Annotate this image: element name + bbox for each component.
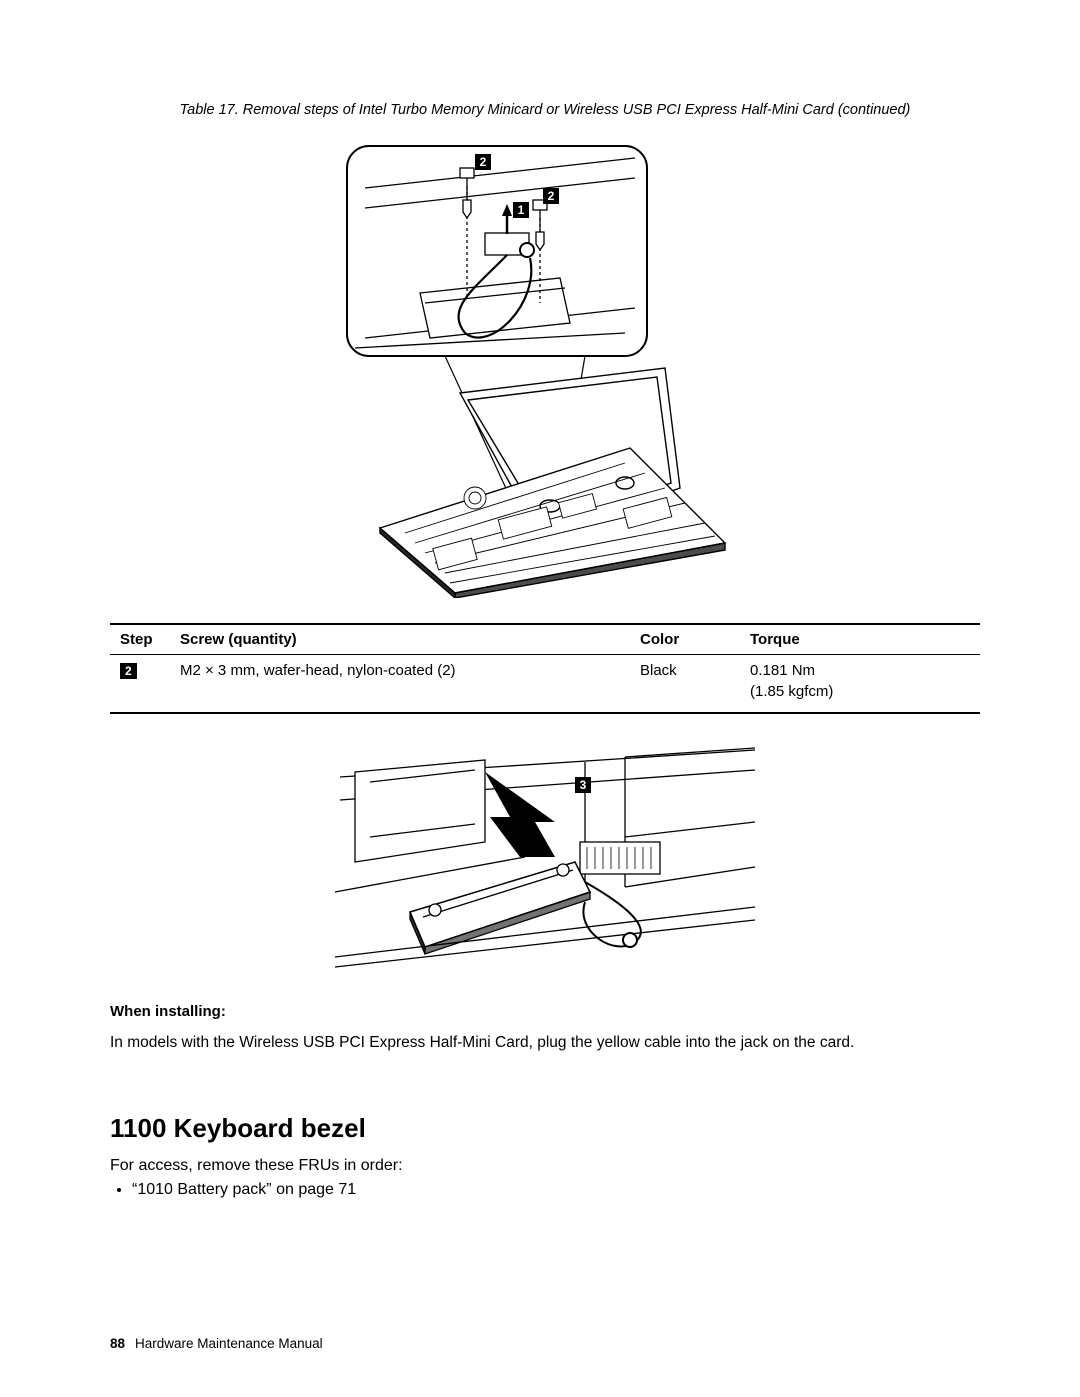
step-badge: 2 xyxy=(120,663,137,679)
diagram-minicard-removal: 2 2 1 xyxy=(110,138,980,603)
table-row: 2 M2 × 3 mm, wafer-head, nylon-coated (2… xyxy=(110,655,980,713)
when-installing-text: In models with the Wireless USB PCI Expr… xyxy=(110,1032,980,1054)
th-torque: Torque xyxy=(740,624,980,655)
callout-1: 1 xyxy=(518,203,525,217)
page-number: 88 xyxy=(110,1336,125,1351)
page-footer: 88 Hardware Maintenance Manual xyxy=(110,1336,323,1351)
table-caption: Table 17. Removal steps of Intel Turbo M… xyxy=(110,100,980,120)
when-installing-label: When installing: xyxy=(110,1003,980,1020)
cell-color: Black xyxy=(630,655,740,713)
callout-2a: 2 xyxy=(480,155,487,169)
diagram-card-lift: 3 xyxy=(110,742,980,977)
cell-torque: 0.181 Nm (1.85 kgfcm) xyxy=(740,655,980,713)
list-item: “1010 Battery pack” on page 71 xyxy=(132,1178,980,1202)
section-heading: 1100 Keyboard bezel xyxy=(110,1113,980,1144)
access-list: “1010 Battery pack” on page 71 xyxy=(110,1178,980,1202)
footer-title: Hardware Maintenance Manual xyxy=(135,1336,323,1351)
access-intro: For access, remove these FRUs in order: xyxy=(110,1154,980,1178)
cell-screw: M2 × 3 mm, wafer-head, nylon-coated (2) xyxy=(170,655,630,713)
th-step: Step xyxy=(110,624,170,655)
callout-3: 3 xyxy=(580,778,587,792)
th-screw: Screw (quantity) xyxy=(170,624,630,655)
screw-spec-table: Step Screw (quantity) Color Torque 2 M2 … xyxy=(110,623,980,714)
th-color: Color xyxy=(630,624,740,655)
callout-2b: 2 xyxy=(548,189,555,203)
